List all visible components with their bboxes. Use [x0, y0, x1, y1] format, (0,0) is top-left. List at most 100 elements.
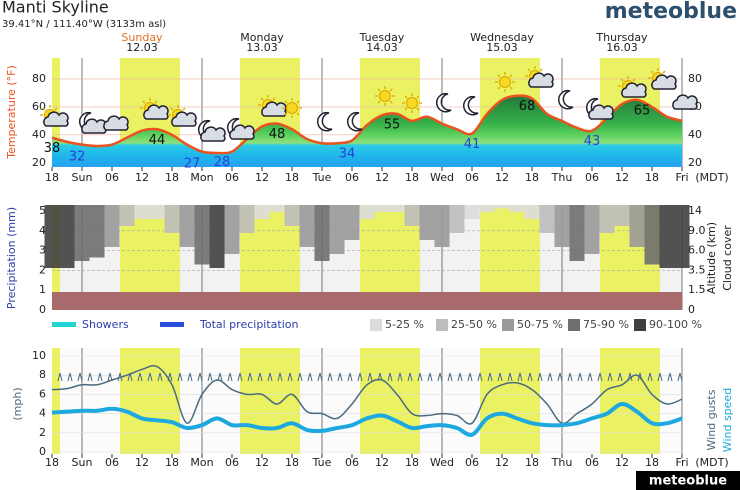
x-tick-label: 18: [45, 456, 59, 469]
temperature-label: 68: [519, 99, 536, 114]
cloud-cover: [119, 205, 135, 226]
y2-tick-label: 20: [688, 156, 702, 169]
legend-swatch: [436, 319, 448, 331]
wind-arrow: [397, 372, 403, 382]
wind-arrow: [567, 372, 573, 382]
sun-ray: [182, 107, 186, 111]
cloud: [81, 118, 107, 134]
cloud: [588, 104, 614, 120]
day-date: 15.03: [486, 41, 518, 54]
sun-ray: [527, 68, 531, 72]
cloud: [528, 72, 554, 88]
wind-arrow: [157, 372, 163, 382]
precip-axis-label: Precipitation (mm): [5, 207, 18, 309]
y-tick-label: 80: [32, 72, 46, 85]
footer-bg: [636, 471, 740, 490]
moon: [346, 111, 363, 132]
sun-ray: [284, 100, 288, 104]
sun: [379, 90, 391, 102]
wind-arrow: [457, 372, 463, 382]
wind-arrow: [667, 372, 673, 382]
legend-label: 5-25 %: [385, 318, 424, 331]
sun-ray: [170, 107, 174, 111]
wind-arrow: [417, 372, 423, 382]
x-tick-label: 18: [285, 456, 299, 469]
x-tick-label: 18: [165, 456, 179, 469]
y-tick-label: 0: [39, 445, 46, 458]
x-tick-label: Sun: [72, 456, 93, 469]
y-tick-label: 0: [39, 303, 46, 316]
cloud-cover: [614, 205, 630, 226]
cloud: [651, 74, 677, 90]
temperature-label: 38: [44, 141, 61, 156]
cloud-cover: [539, 205, 555, 233]
wind-arrow: [607, 372, 613, 382]
sun-ray: [497, 74, 501, 78]
y-tick-label: 1: [39, 283, 46, 296]
cloud-cover: [179, 205, 195, 247]
wind-arrow: [277, 372, 283, 382]
cloud-cover: [359, 205, 375, 219]
cloud: [621, 82, 647, 98]
cloud-cover: [569, 205, 585, 261]
wind-arrow: [347, 372, 353, 382]
x-tick-label: 06: [105, 171, 119, 184]
sun-ray: [650, 70, 654, 74]
wind-arrow: [497, 372, 503, 382]
day-date: 14.03: [366, 41, 398, 54]
legend-label: Showers: [82, 318, 129, 331]
x-tick-label: 12: [255, 171, 269, 184]
y-tick-label: 4: [39, 407, 46, 420]
x-axis-label: (MDT): [695, 456, 728, 469]
day-name: Thursday: [595, 31, 648, 44]
wind-arrow: [247, 372, 253, 382]
sun: [286, 102, 298, 114]
wind-arrow: [207, 372, 213, 382]
wind-arrow: [237, 372, 243, 382]
altitude-axis-label: Altitude (km): [705, 222, 718, 294]
x-tick-label: 12: [495, 456, 509, 469]
x-tick-label: 06: [585, 456, 599, 469]
sun-ray: [497, 86, 501, 90]
subtitle: 39.41°N / 111.40°W (3133m asl): [2, 19, 166, 30]
legend-label: 25-50 %: [451, 318, 497, 331]
daylight: [52, 348, 60, 454]
x-tick-label: 18: [525, 171, 539, 184]
wind-arrow: [427, 372, 433, 382]
temperature-label: 27: [184, 157, 201, 172]
y2-tick-label: 3.5: [688, 263, 706, 276]
moon: [435, 92, 452, 113]
x-tick-label: Sun: [72, 171, 93, 184]
wind-arrow: [327, 372, 333, 382]
x-tick-label: Fri: [675, 171, 688, 184]
cloud-cover: [299, 205, 315, 247]
wind-arrow: [437, 372, 443, 382]
x-tick-label: Tue: [312, 456, 332, 469]
temp-axis-label: Temperature (°F): [5, 65, 18, 160]
cloud-cover: [464, 205, 480, 219]
sun-ray: [416, 107, 420, 111]
legend-swatch: [370, 319, 382, 331]
wind-arrow: [287, 372, 293, 382]
moon: [316, 111, 333, 132]
x-tick-label: Thu: [551, 456, 573, 469]
wind-arrow: [537, 372, 543, 382]
cloud-cover: [449, 205, 465, 233]
title: Manti Skyline: [2, 0, 109, 17]
wind-arrow: [77, 372, 83, 382]
cloud-cover: [434, 205, 450, 247]
cloud-cover: [59, 205, 75, 268]
sun-ray: [404, 107, 408, 111]
cloud-cover: [194, 205, 210, 265]
day-name: Wednesday: [470, 31, 534, 44]
cloud-cover: [164, 205, 180, 233]
cloud-cover: [149, 205, 165, 219]
wind-arrow: [137, 372, 143, 382]
y2-tick-label: 80: [688, 72, 702, 85]
footer: meteoblue: [649, 474, 727, 489]
cloud: [261, 101, 287, 117]
wind-arrow: [197, 372, 203, 382]
wind-arrow: [57, 372, 63, 382]
y-tick-label: 40: [32, 128, 46, 141]
